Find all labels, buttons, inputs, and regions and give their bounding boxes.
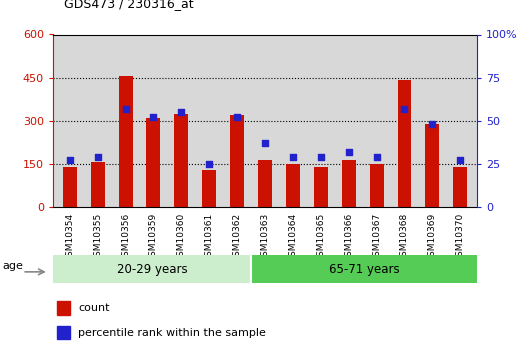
Point (233, 115, 241, 120)
Point (205, 161, 214, 167)
Point (66, 158, 74, 163)
Bar (369, 165, 384, 207)
Text: percentile rank within the sample: percentile rank within the sample (78, 328, 266, 338)
Bar (286, 164, 300, 207)
Bar (91, 162, 104, 207)
Bar (63, 167, 77, 207)
Point (177, 109, 186, 115)
Point (456, 158, 464, 163)
Bar (251, 255, 477, 283)
Point (344, 149, 353, 155)
Point (261, 140, 269, 146)
Text: age: age (3, 262, 23, 271)
Bar (57, 326, 70, 339)
Bar (119, 76, 132, 207)
Bar (230, 115, 244, 207)
Bar (426, 124, 439, 207)
Bar (453, 167, 467, 207)
Point (316, 154, 325, 160)
Bar (57, 301, 70, 315)
Text: GDS473 / 230316_at: GDS473 / 230316_at (64, 0, 193, 10)
Text: 20-29 years: 20-29 years (117, 263, 187, 276)
Bar (202, 170, 216, 207)
Text: 65-71 years: 65-71 years (329, 263, 399, 276)
Bar (314, 167, 328, 207)
Bar (146, 118, 161, 207)
Bar (258, 159, 272, 207)
Bar (342, 159, 356, 207)
Text: count: count (78, 303, 110, 313)
Point (373, 154, 381, 160)
Point (289, 154, 297, 160)
Point (149, 115, 157, 120)
Point (400, 106, 409, 111)
Bar (174, 114, 188, 207)
Bar (53, 255, 251, 283)
Point (121, 106, 130, 111)
Point (428, 121, 437, 127)
Point (93, 154, 102, 160)
Bar (398, 80, 411, 207)
